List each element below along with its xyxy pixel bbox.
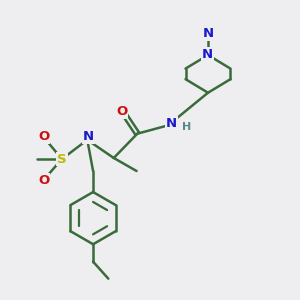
Text: N: N	[202, 27, 214, 40]
Text: S: S	[57, 153, 67, 166]
Text: N: N	[82, 130, 94, 143]
Text: O: O	[38, 130, 50, 143]
Text: H: H	[182, 122, 192, 132]
Text: O: O	[38, 174, 50, 187]
Text: N: N	[202, 48, 213, 61]
Text: N: N	[166, 117, 177, 130]
Text: O: O	[116, 105, 128, 118]
